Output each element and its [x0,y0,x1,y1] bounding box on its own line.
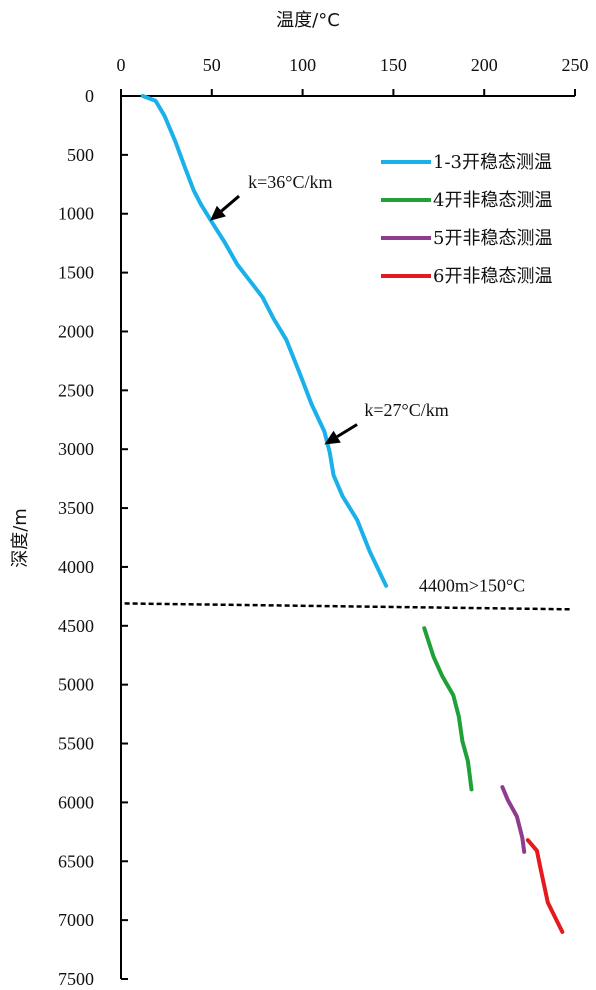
series-group [140,94,565,934]
series-line-1 [140,94,389,588]
series-line-2 [422,626,474,792]
annotation-arrow-head [324,430,341,445]
legend: 1-3开稳态测温 4开非稳态测温 5开非稳态测温 6开非稳态测温 [381,152,552,287]
y-tick-label: 0 [85,86,94,106]
slope-annotation-2: k=27°C/km [364,400,448,420]
y-tick-label: 6500 [58,851,94,871]
legend-label-1: 1-3开稳态测温 [433,152,552,173]
x-tick-label: 250 [562,55,589,75]
y-tick-label: 5000 [58,675,94,695]
annotation-arrow-shaft [336,423,358,438]
y-tick-label: 5500 [58,734,94,754]
annotations-group: k=36°C/km k=27°C/km [209,172,449,445]
y-tick-label: 2500 [58,380,94,400]
x-tick-label: 150 [380,55,407,75]
legend-label-3: 5开非稳态测温 [433,228,552,249]
annotation-arrow-head [209,205,226,221]
y-tick-label: 2000 [58,321,94,341]
threshold-group: 4400m>150°C [124,576,572,611]
y-tick-label: 1500 [58,263,94,283]
slope-annotation-1: k=36°C/km [248,172,332,192]
y-tick-label: 4500 [58,616,94,636]
x-axis: 0 50 100 150 200 250 [117,55,589,97]
y-axis-title: 深度/m [10,508,31,568]
x-tick-label: 50 [203,55,221,75]
annotation-arrow-shaft [220,194,241,213]
y-tick-label: 500 [67,145,94,165]
y-tick-label: 4000 [58,557,94,577]
y-tick-label: 6000 [58,792,94,812]
threshold-line [124,602,572,611]
y-tick-label: 7000 [58,910,94,930]
x-tick-label: 0 [117,55,126,75]
legend-label-2: 4开非稳态测温 [433,190,552,211]
series-line-4 [525,838,565,934]
series-line-3 [500,785,527,854]
y-tick-label: 7500 [58,969,94,989]
legend-label-4: 6开非稳态测温 [433,266,552,287]
x-tick-label: 100 [289,55,316,75]
y-tick-label: 3000 [58,439,94,459]
y-tick-label: 3500 [58,498,94,518]
x-axis-title: 温度/°C [276,10,340,31]
threshold-label: 4400m>150°C [419,576,525,596]
x-tick-label: 200 [471,55,498,75]
y-tick-label: 1000 [58,204,94,224]
y-axis: 0 500 1000 1500 2000 2500 3000 3500 4000 4500 5000… [58,86,128,989]
